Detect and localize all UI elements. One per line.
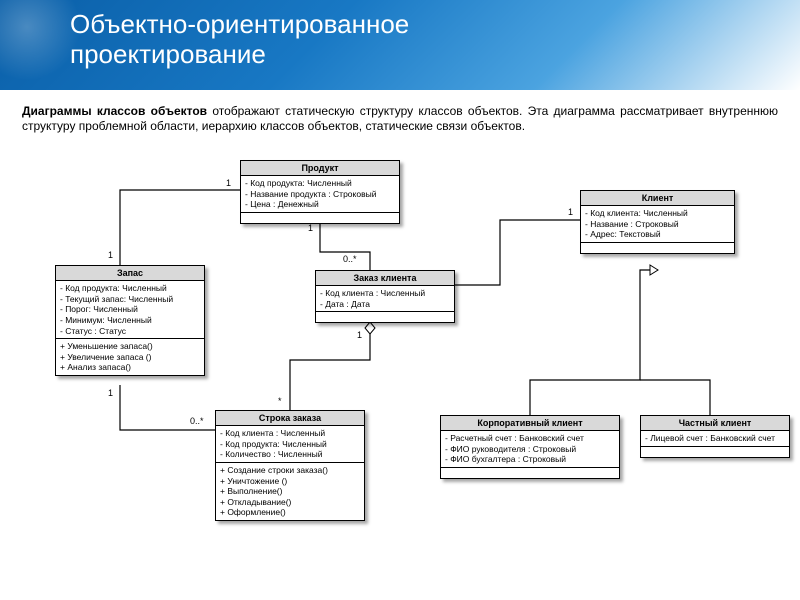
- multiplicity-label: 1: [108, 388, 113, 398]
- multiplicity-label: 1: [308, 223, 313, 233]
- multiplicity-label: *: [278, 396, 282, 406]
- class-attribute: - ФИО руководителя : Строковый: [445, 444, 615, 455]
- class-method: + Создание строки заказа(): [220, 465, 360, 476]
- class-attributes: - Код клиента : Численный- Дата : Дата: [316, 286, 454, 312]
- class-client: Клиент- Код клиента: Численный- Название…: [580, 190, 735, 254]
- class-attributes: - Расчетный счет : Банковский счет- ФИО …: [441, 431, 619, 468]
- multiplicity-label: 1: [357, 330, 362, 340]
- class-orderline: Строка заказа- Код клиента : Численный- …: [215, 410, 365, 521]
- class-attribute: - ФИО бухгалтера : Строковый: [445, 454, 615, 465]
- class-product: Продукт- Код продукта: Численный- Назван…: [240, 160, 400, 224]
- class-methods: + Уменьшение запаса()+ Увеличение запаса…: [56, 339, 204, 375]
- class-title: Заказ клиента: [316, 271, 454, 286]
- class-title: Частный клиент: [641, 416, 789, 431]
- class-attributes: - Код клиента: Численный- Название : Стр…: [581, 206, 734, 243]
- class-attribute: - Название продукта : Строковый: [245, 189, 395, 200]
- class-attribute: - Текущий запас: Численный: [60, 294, 200, 305]
- class-method: + Анализ запаса(): [60, 362, 200, 373]
- class-attributes: - Код клиента : Численный- Код продукта:…: [216, 426, 364, 463]
- class-corpclient: Корпоративный клиент- Расчетный счет : Б…: [440, 415, 620, 479]
- slide-title: Объектно-ориентированное проектирование: [70, 10, 800, 70]
- class-attribute: - Минимум: Численный: [60, 315, 200, 326]
- class-title: Клиент: [581, 191, 734, 206]
- class-attribute: - Код клиента : Численный: [320, 288, 450, 299]
- class-diagram: 1110..*11*10..*Продукт- Код продукта: Чи…: [0, 160, 800, 600]
- class-methods: [581, 243, 734, 253]
- class-order: Заказ клиента- Код клиента : Численный- …: [315, 270, 455, 323]
- class-attributes: - Код продукта: Численный- Название прод…: [241, 176, 399, 213]
- class-method: + Откладывание(): [220, 497, 360, 508]
- class-attribute: - Код клиента: Численный: [585, 208, 730, 219]
- class-methods: [641, 447, 789, 457]
- description-bold: Диаграммы классов объектов: [22, 104, 207, 118]
- class-method: + Выполнение(): [220, 486, 360, 497]
- class-attribute: - Статус : Статус: [60, 326, 200, 337]
- description-text: Диаграммы классов объектов отображают ст…: [0, 90, 800, 138]
- multiplicity-label: 1: [568, 207, 573, 217]
- class-stock: Запас- Код продукта: Численный- Текущий …: [55, 265, 205, 376]
- class-attribute: - Название : Строковый: [585, 219, 730, 230]
- class-attribute: - Код продукта: Численный: [60, 283, 200, 294]
- title-line2: проектирование: [70, 39, 266, 69]
- class-title: Продукт: [241, 161, 399, 176]
- class-attributes: - Лицевой счет : Банковский счет: [641, 431, 789, 447]
- class-attribute: - Лицевой счет : Банковский счет: [645, 433, 785, 444]
- class-attribute: - Код клиента : Численный: [220, 428, 360, 439]
- class-attribute: - Порог: Численный: [60, 304, 200, 315]
- multiplicity-label: 1: [226, 178, 231, 188]
- class-attributes: - Код продукта: Численный- Текущий запас…: [56, 281, 204, 339]
- class-title: Корпоративный клиент: [441, 416, 619, 431]
- class-methods: + Создание строки заказа()+ Уничтожение …: [216, 463, 364, 520]
- class-methods: [316, 312, 454, 322]
- class-attribute: - Код продукта: Численный: [220, 439, 360, 450]
- class-methods: [441, 468, 619, 478]
- class-method: + Оформление(): [220, 507, 360, 518]
- multiplicity-label: 0..*: [190, 416, 204, 426]
- class-method: + Уменьшение запаса(): [60, 341, 200, 352]
- class-attribute: - Дата : Дата: [320, 299, 450, 310]
- class-attribute: - Расчетный счет : Банковский счет: [445, 433, 615, 444]
- title-line1: Объектно-ориентированное: [70, 9, 409, 39]
- multiplicity-label: 0..*: [343, 254, 357, 264]
- class-method: + Уничтожение (): [220, 476, 360, 487]
- slide-header: Объектно-ориентированное проектирование: [0, 0, 800, 90]
- class-methods: [241, 213, 399, 223]
- class-attribute: - Цена : Денежный: [245, 199, 395, 210]
- class-attribute: - Адрес: Текстовый: [585, 229, 730, 240]
- class-title: Запас: [56, 266, 204, 281]
- class-attribute: - Количество : Численный: [220, 449, 360, 460]
- class-attribute: - Код продукта: Численный: [245, 178, 395, 189]
- class-privclient: Частный клиент - Лицевой счет : Банковски…: [640, 415, 790, 458]
- class-method: + Увеличение запаса (): [60, 352, 200, 363]
- multiplicity-label: 1: [108, 250, 113, 260]
- class-title: Строка заказа: [216, 411, 364, 426]
